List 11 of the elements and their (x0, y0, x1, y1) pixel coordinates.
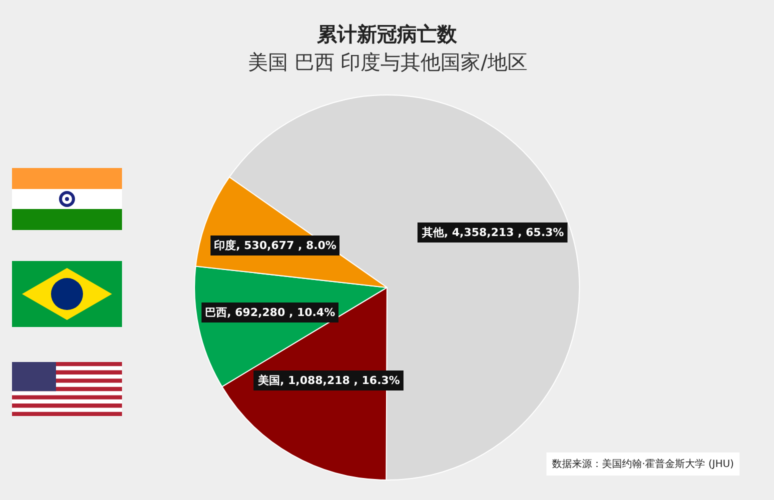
slice-label: 印度 (214, 239, 236, 252)
slice-label: 其他 (421, 226, 445, 239)
data-label: , 692,280 , 10.4% (227, 306, 336, 319)
source-note: 数据来源：美国约翰·霍普金斯大学 (JHU) (552, 458, 734, 470)
chart-subtitle: 美国 巴西 印度与其他国家/地区 (248, 50, 528, 74)
data-label: , 1,088,218 , 16.3% (280, 374, 400, 387)
slice-label: 美国 (257, 374, 280, 387)
data-label: , 4,358,213 , 65.3% (444, 226, 564, 239)
slice-label: 巴西 (205, 306, 227, 319)
chart-title: 累计新冠病亡数 (316, 22, 458, 46)
data-label: , 530,677 , 8.0% (236, 239, 336, 252)
